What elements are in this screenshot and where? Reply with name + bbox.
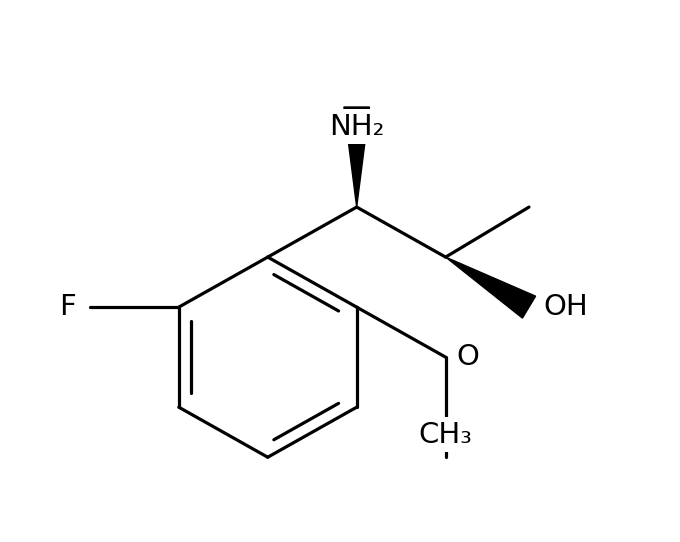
Text: NH₂: NH₂ bbox=[329, 113, 384, 140]
Polygon shape bbox=[445, 257, 536, 318]
Text: O: O bbox=[457, 343, 479, 371]
Text: CH₃: CH₃ bbox=[419, 421, 473, 449]
Polygon shape bbox=[344, 107, 369, 207]
Text: OH: OH bbox=[543, 293, 588, 321]
Text: F: F bbox=[59, 293, 76, 321]
